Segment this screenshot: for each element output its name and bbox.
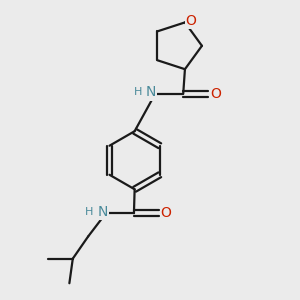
Text: O: O [186, 14, 196, 28]
Text: O: O [210, 87, 221, 101]
Text: N: N [97, 205, 108, 219]
Text: H: H [85, 207, 93, 217]
Text: O: O [160, 206, 172, 220]
Text: N: N [146, 85, 156, 99]
Text: H: H [134, 87, 142, 98]
